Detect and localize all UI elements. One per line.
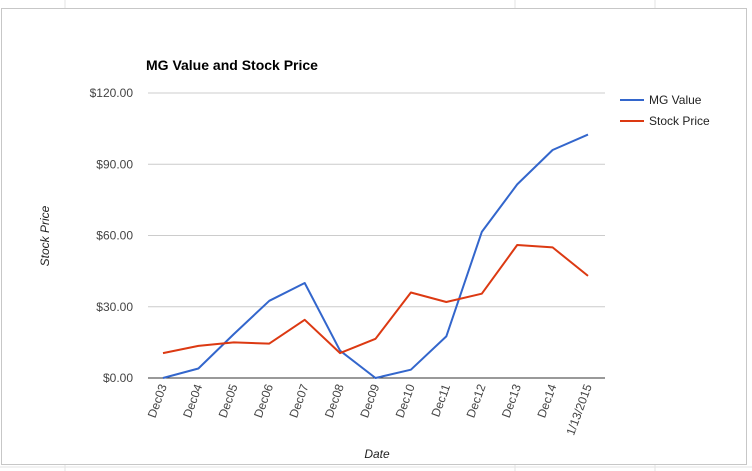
x-tick-label: Dec09 <box>357 382 382 420</box>
x-tick-label: 1/13/2015 <box>563 382 595 437</box>
legend-label: Stock Price <box>649 114 710 128</box>
legend-label: MG Value <box>649 93 702 107</box>
x-tick-label: Dec03 <box>145 382 170 420</box>
y-axis-label: Stock Price <box>38 205 52 266</box>
x-tick-label: Dec05 <box>216 382 241 420</box>
x-tick-label: Dec07 <box>286 382 311 420</box>
series-line-stock-price[interactable] <box>162 244 589 355</box>
chart-title: MG Value and Stock Price <box>146 57 318 73</box>
y-tick-label: $0.00 <box>103 371 133 385</box>
x-tick-label: Dec14 <box>534 382 559 420</box>
y-tick-label: $90.00 <box>96 157 133 171</box>
y-gridlines <box>148 92 605 379</box>
x-tick-label: Dec10 <box>393 382 418 420</box>
x-axis-label: Date <box>364 447 390 461</box>
legend[interactable]: MG Value Stock Price <box>620 93 710 128</box>
x-tick-labels: Dec03 Dec04 Dec05 Dec06 Dec07 Dec08 Dec09 Dec10… <box>145 382 595 437</box>
x-tick-label: Dec12 <box>464 382 489 420</box>
x-tick-label: Dec06 <box>251 382 276 420</box>
x-tick-label: Dec13 <box>499 382 524 420</box>
y-tick-labels: $0.00 $30.00 $60.00 $90.00 $120.00 <box>90 86 134 385</box>
x-tick-label: Dec04 <box>180 382 205 420</box>
chart-container[interactable] <box>1 8 747 465</box>
y-tick-label: $60.00 <box>96 229 133 243</box>
y-tick-label: $120.00 <box>90 86 134 100</box>
x-tick-label: Dec08 <box>322 382 347 420</box>
y-tick-label: $30.00 <box>96 300 133 314</box>
series-lines <box>162 133 589 379</box>
x-tick-label: Dec11 <box>428 382 453 419</box>
series-line-mg-value[interactable] <box>162 133 589 379</box>
